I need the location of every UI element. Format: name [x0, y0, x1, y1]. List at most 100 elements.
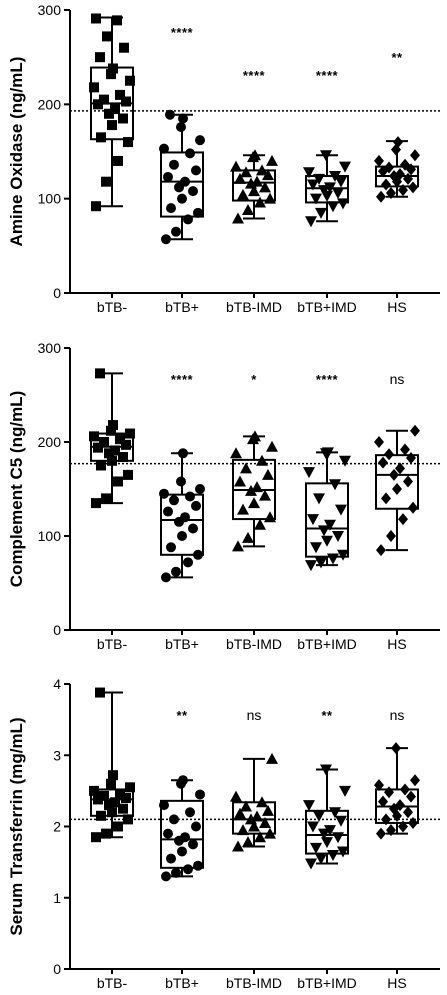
data-point — [384, 161, 394, 174]
data-point — [104, 800, 114, 811]
data-point — [251, 175, 263, 187]
data-point — [171, 226, 181, 237]
data-point — [321, 837, 333, 849]
data-point — [91, 13, 101, 24]
data-point — [161, 234, 171, 245]
data-point — [240, 166, 252, 178]
data-point — [166, 542, 176, 553]
y-tick-label: 1 — [53, 890, 61, 906]
y-axis-title: Serum Transferrin (mg/mL) — [7, 717, 26, 935]
data-point — [165, 109, 175, 120]
data-point — [320, 150, 332, 162]
data-point — [101, 176, 111, 187]
data-point — [403, 475, 413, 488]
data-point — [264, 192, 276, 204]
box-btb- — [159, 448, 205, 583]
data-point — [242, 836, 254, 848]
data-point — [266, 440, 278, 452]
data-point — [374, 779, 384, 792]
significance-label: ns — [390, 707, 405, 723]
data-point — [378, 795, 388, 808]
data-point — [234, 807, 246, 819]
data-point — [410, 424, 420, 437]
x-tick-label: bTB- — [97, 636, 128, 652]
data-point — [107, 455, 117, 466]
data-point — [188, 839, 198, 850]
data-point — [96, 810, 106, 821]
data-point — [307, 179, 319, 191]
data-point — [324, 182, 336, 194]
data-point — [188, 186, 198, 197]
data-point — [163, 171, 173, 182]
data-point — [242, 203, 254, 215]
data-point — [329, 479, 341, 491]
data-point — [406, 790, 416, 803]
data-point — [232, 540, 244, 552]
data-point — [332, 832, 344, 844]
y-axis-title: Complement C5 (ng/mL) — [7, 391, 26, 587]
data-point — [262, 804, 274, 816]
data-point — [378, 456, 388, 469]
data-point — [118, 452, 128, 463]
data-point — [303, 467, 315, 479]
data-point — [305, 216, 317, 228]
data-point — [337, 549, 349, 561]
data-point — [381, 492, 391, 505]
data-point — [400, 443, 410, 456]
data-point — [332, 531, 344, 542]
data-point — [171, 867, 181, 878]
x-tick-label: bTB+IMD — [297, 299, 357, 315]
data-point — [159, 488, 169, 499]
data-point — [393, 136, 403, 149]
data-point — [408, 501, 418, 514]
x-tick-label: HS — [387, 975, 406, 991]
data-point — [398, 820, 408, 833]
data-point — [193, 207, 203, 218]
box-btb-imd — [230, 149, 278, 224]
data-point — [386, 187, 396, 200]
significance-label: ns — [247, 707, 262, 723]
data-point — [327, 553, 339, 565]
data-point — [93, 794, 103, 805]
y-tick-label: 200 — [38, 96, 62, 112]
box-hs — [374, 424, 420, 557]
data-point — [115, 434, 125, 445]
box-iqr — [232, 169, 276, 202]
data-point — [118, 803, 128, 814]
box-btb- — [159, 109, 205, 245]
data-point — [169, 159, 179, 170]
data-point — [125, 75, 135, 86]
data-point — [180, 512, 190, 523]
data-point — [339, 455, 351, 467]
x-tick-label: HS — [387, 299, 406, 315]
significance-label: ** — [321, 708, 333, 723]
box-btb-imd — [303, 447, 351, 572]
y-tick-label: 0 — [53, 285, 61, 301]
data-point — [159, 800, 169, 811]
data-point — [185, 491, 195, 502]
data-point — [249, 149, 261, 161]
data-point — [96, 460, 106, 471]
data-point — [313, 493, 325, 505]
significance-label: * — [251, 372, 257, 387]
data-point — [108, 770, 118, 781]
data-point — [310, 842, 322, 854]
data-point — [389, 468, 399, 481]
data-point — [266, 154, 278, 166]
data-point — [169, 495, 179, 506]
data-point — [108, 420, 118, 431]
data-point — [119, 42, 129, 53]
data-point — [178, 448, 188, 459]
x-tick-label: HS — [387, 636, 406, 652]
data-point — [91, 832, 101, 843]
data-point — [310, 193, 322, 205]
data-point — [108, 63, 118, 74]
data-point — [248, 497, 260, 509]
data-point — [251, 481, 263, 493]
data-point — [95, 687, 105, 698]
data-point — [230, 790, 242, 802]
box-btb-imd — [303, 150, 351, 228]
data-point — [307, 514, 319, 526]
data-point — [104, 108, 114, 119]
y-tick-label: 0 — [53, 961, 61, 977]
